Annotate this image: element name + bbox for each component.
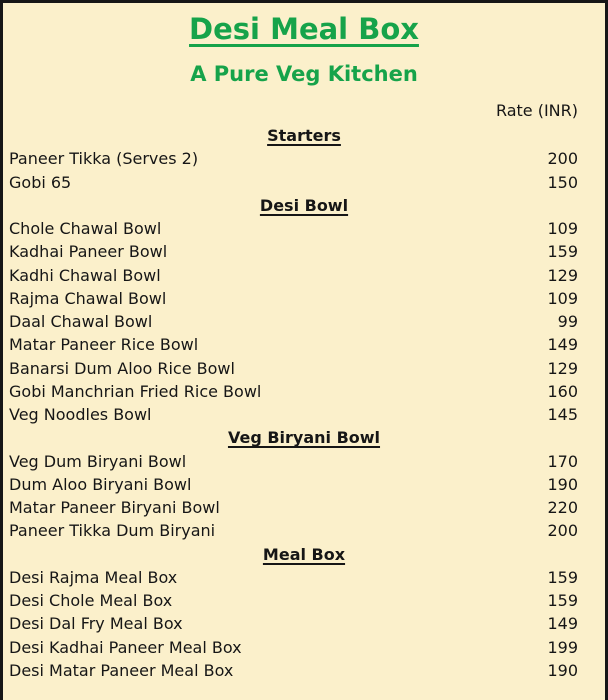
item-name: Paneer Tikka Dum Biryani (9, 521, 216, 541)
item-name: Dum Aloo Biryani Bowl (9, 474, 192, 494)
item-price: 109 (547, 288, 578, 308)
item-price: 149 (547, 614, 578, 634)
item-price: 170 (547, 451, 578, 471)
item-price: 200 (547, 521, 578, 541)
item-price: 159 (547, 242, 578, 262)
section-header: Meal Box (3, 543, 605, 566)
menu-item-row: Gobi Manchrian Fried Rice Bowl 160 (3, 380, 605, 403)
item-name: Desi Matar Paneer Meal Box (9, 660, 234, 680)
item-name: Veg Noodles Bowl (9, 405, 152, 425)
item-name: Matar Paneer Rice Bowl (9, 335, 199, 355)
item-name: Desi Dal Fry Meal Box (9, 614, 183, 634)
menu-item-row: Chole Chawal Bowl 109 (3, 217, 605, 240)
item-name: Matar Paneer Biryani Bowl (9, 498, 220, 518)
menu-item-row: Veg Dum Biryani Bowl 170 (3, 450, 605, 473)
item-name: Desi Rajma Meal Box (9, 567, 178, 587)
item-name: Paneer Tikka (Serves 2) (9, 149, 199, 169)
menu-item-row: Kadhi Chawal Bowl 129 (3, 264, 605, 287)
menu-item-row: Gobi 65 150 (3, 171, 605, 194)
item-name: Desi Chole Meal Box (9, 591, 173, 611)
item-price: 99 (557, 312, 578, 332)
section-title: Starters (267, 126, 341, 146)
item-price: 109 (547, 219, 578, 239)
item-price: 220 (547, 498, 578, 518)
item-name: Chole Chawal Bowl (9, 219, 162, 239)
page-title: Desi Meal Box (189, 12, 419, 46)
item-price: 150 (547, 172, 578, 192)
menu-item-row: Matar Paneer Rice Bowl 149 (3, 333, 605, 356)
item-price: 129 (547, 358, 578, 378)
item-name: Rajma Chawal Bowl (9, 288, 167, 308)
item-name: Daal Chawal Bowl (9, 312, 153, 332)
menu-item-row: Banarsi Dum Aloo Rice Bowl 129 (3, 357, 605, 380)
item-name: Gobi Manchrian Fried Rice Bowl (9, 381, 262, 401)
item-name: Kadhi Chawal Bowl (9, 265, 161, 285)
item-name: Veg Dum Biryani Bowl (9, 451, 187, 471)
item-price: 159 (547, 567, 578, 587)
section-header: Desi Bowl (3, 194, 605, 217)
page-subtitle: A Pure Veg Kitchen (190, 62, 418, 86)
section-title: Desi Bowl (259, 195, 349, 215)
item-price: 145 (547, 405, 578, 425)
menu-item-row: Kadhai Paneer Bowl 159 (3, 240, 605, 263)
menu-item-row: Rajma Chawal Bowl 109 (3, 287, 605, 310)
item-price: 190 (547, 660, 578, 680)
menu-item-row: Paneer Tikka Dum Biryani 200 (3, 519, 605, 542)
item-name: Gobi 65 (9, 172, 72, 192)
section-title: Meal Box (262, 544, 346, 564)
rate-column-header: Rate (INR) (495, 101, 578, 120)
item-price: 160 (547, 381, 578, 401)
menu-item-row: Matar Paneer Biryani Bowl 220 (3, 496, 605, 519)
menu-item-row: Dum Aloo Biryani Bowl 190 (3, 473, 605, 496)
item-price: 190 (547, 474, 578, 494)
menu-item-row: Paneer Tikka (Serves 2) 200 (3, 147, 605, 170)
item-price: 129 (547, 265, 578, 285)
item-name: Desi Kadhai Paneer Meal Box (9, 637, 242, 657)
menu-item-row: Desi Kadhai Paneer Meal Box 199 (3, 636, 605, 659)
item-name: Banarsi Dum Aloo Rice Bowl (9, 358, 235, 378)
item-price: 149 (547, 335, 578, 355)
menu-item-row: Desi Rajma Meal Box 159 (3, 566, 605, 589)
menu-item-row: Desi Matar Paneer Meal Box 190 (3, 659, 605, 682)
item-price: 200 (547, 149, 578, 169)
section-title: Veg Biryani Bowl (227, 428, 381, 448)
item-price: 159 (547, 591, 578, 611)
item-price: 199 (547, 637, 578, 657)
menu-item-row: Daal Chawal Bowl 99 (3, 310, 605, 333)
section-header: Starters (3, 124, 605, 147)
menu-sections: Starters Paneer Tikka (Serves 2) 200 Gobi 6… (3, 124, 605, 682)
menu-item-row: Desi Chole Meal Box 159 (3, 589, 605, 612)
section-header: Veg Biryani Bowl (3, 426, 605, 449)
menu-item-row: Desi Dal Fry Meal Box 149 (3, 612, 605, 635)
menu-item-row: Veg Noodles Bowl 145 (3, 403, 605, 426)
item-name: Kadhai Paneer Bowl (9, 242, 168, 262)
